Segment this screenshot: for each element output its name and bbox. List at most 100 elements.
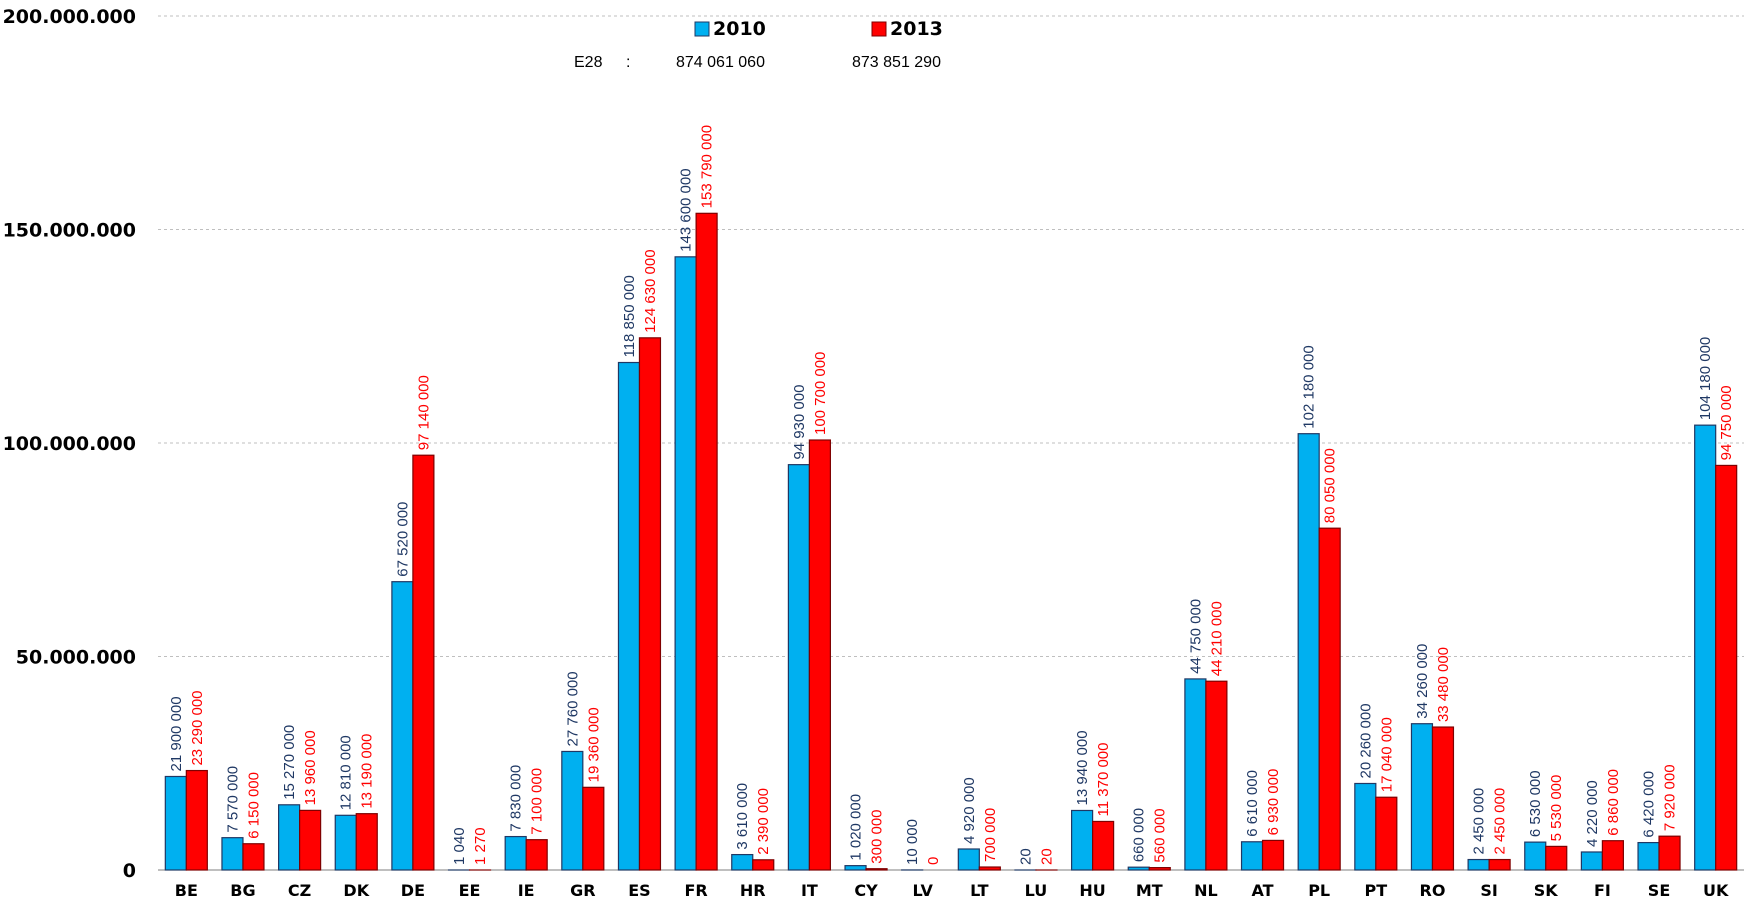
x-tick-label: NL	[1194, 881, 1218, 900]
data-label-2013-FR: 153 790 000	[699, 125, 716, 208]
bar-2010-NL	[1184, 678, 1207, 871]
y-tick-label: 0	[123, 860, 136, 882]
data-label-2013-DE: 97 140 000	[415, 375, 432, 450]
x-tick-label: PL	[1308, 881, 1330, 900]
data-label-2010-CZ: 15 270 000	[281, 725, 298, 800]
legend-swatch-2010	[694, 21, 710, 37]
y-tick-label: 200.000.000	[3, 6, 136, 28]
bar-2010-SK	[1524, 841, 1547, 871]
bar-2010-ES	[617, 361, 641, 871]
bar-2013-HR	[752, 859, 775, 871]
x-tick-label: LT	[970, 881, 989, 900]
bar-2010-HU	[1071, 809, 1094, 871]
data-label-2013-GR: 19 360 000	[585, 707, 602, 782]
bar-2013-SI	[1488, 858, 1511, 871]
x-tick-label: DE	[401, 881, 425, 900]
data-label-2013-HR: 2 390 000	[755, 788, 772, 855]
data-label-2013-FI: 6 860 000	[1605, 769, 1622, 836]
x-axis-ticks: BE BG CZ DK DE EE IE GR ES FR HR IT CY LV LT LU HU MT NL AT…	[175, 881, 1729, 900]
bar-2010-FR	[674, 256, 697, 871]
bar-2010-IT	[787, 464, 810, 871]
bar-2010-HR	[731, 853, 754, 871]
x-tick-label: BE	[175, 881, 198, 900]
bar-2013-IE	[525, 839, 548, 871]
bar-2010-CZ	[278, 804, 301, 871]
data-label-2013-ES: 124 630 000	[642, 249, 659, 332]
data-label-2010-DE: 67 520 000	[394, 502, 411, 577]
bar-2010-BE	[164, 775, 187, 871]
data-label-2010-MT: 660 000	[1131, 808, 1148, 862]
data-label-2010-BG: 7 570 000	[224, 766, 241, 833]
data-label-2013-CZ: 13 960 000	[302, 730, 319, 805]
bar-2010-LT	[957, 848, 980, 871]
x-tick-label: FI	[1594, 881, 1611, 900]
bar-2010-PL	[1297, 433, 1320, 871]
x-tick-label: EE	[459, 881, 481, 900]
data-label-2013-AT: 6 930 000	[1265, 769, 1282, 836]
x-tick-label: IT	[801, 881, 818, 900]
data-label-2013-DK: 13 190 000	[359, 734, 376, 809]
bar-2013-DE	[412, 454, 435, 871]
data-label-2013-SE: 7 920 000	[1662, 764, 1679, 831]
x-tick-label: MT	[1136, 881, 1163, 900]
totals-value-2010: 874 061 060	[676, 54, 765, 71]
x-tick-label: DK	[343, 881, 369, 900]
bar-2013-ES	[638, 337, 662, 871]
data-label-2013-RO: 33 480 000	[1435, 647, 1452, 722]
x-tick-label: SE	[1648, 881, 1670, 900]
bar-2013-IT	[808, 439, 831, 871]
data-label-2010-HU: 13 940 000	[1074, 730, 1091, 805]
data-label-2013-UK: 94 750 000	[1718, 385, 1735, 460]
data-label-2013-IT: 100 700 000	[812, 352, 829, 435]
data-label-2013-BE: 23 290 000	[189, 690, 206, 765]
bar-2013-MT	[1148, 867, 1171, 871]
bar-2013-NL	[1205, 680, 1228, 871]
totals-row: E28 : 874 061 060 873 851 290	[574, 54, 941, 71]
y-tick-label: 100.000.000	[3, 433, 136, 455]
totals-value-2013: 873 851 290	[852, 54, 941, 71]
data-label-2010-HR: 3 610 000	[734, 783, 751, 850]
bar-2010-UK	[1694, 424, 1717, 871]
data-label-2010-NL: 44 750 000	[1187, 599, 1204, 674]
data-label-2010-PT: 20 260 000	[1357, 703, 1374, 778]
data-label-2013-SI: 2 450 000	[1492, 788, 1509, 855]
data-labels: 21 900 000 23 290 000 7 570 000 6 150 000 15…	[168, 125, 1735, 865]
legend-label-2013: 2013	[890, 18, 943, 40]
data-label-2010-PL: 102 180 000	[1301, 345, 1318, 428]
data-label-2013-LU: 20	[1038, 848, 1055, 865]
data-label-2013-PT: 17 040 000	[1378, 717, 1395, 792]
x-tick-label: UK	[1703, 881, 1729, 900]
data-label-2013-LV: 0	[925, 857, 942, 865]
bar-2010-MT	[1127, 866, 1150, 871]
bar-2013-SK	[1545, 845, 1568, 871]
bar-2013-UK	[1715, 464, 1738, 871]
bar-2013-LT	[978, 866, 1001, 871]
data-label-2010-ES: 118 850 000	[621, 275, 638, 357]
bars	[164, 212, 1738, 871]
data-label-2010-RO: 34 260 000	[1414, 644, 1431, 719]
x-tick-label: CZ	[288, 881, 311, 900]
bar-2013-DK	[355, 813, 378, 871]
data-label-2010-IE: 7 830 000	[508, 765, 525, 832]
data-label-2010-FR: 143 600 000	[678, 168, 695, 251]
x-tick-label: BG	[230, 881, 255, 900]
data-label-2010-LU: 20	[1017, 848, 1034, 865]
bar-2013-GR	[582, 786, 605, 871]
y-tick-label: 150.000.000	[3, 220, 136, 242]
data-label-2010-SK: 6 530 000	[1527, 770, 1544, 837]
x-tick-label: SK	[1534, 881, 1559, 900]
bar-2010-CY	[844, 865, 867, 871]
bar-2010-BG	[221, 837, 244, 871]
bar-2013-BE	[185, 769, 208, 871]
y-axis-ticks: 0 50.000.000 100.000.000 150.000.000 200.000…	[3, 6, 136, 882]
bar-2013-CY	[865, 868, 888, 871]
data-label-2010-FI: 4 220 000	[1584, 780, 1601, 847]
bar-2010-SI	[1467, 858, 1490, 871]
data-label-2013-NL: 44 210 000	[1208, 601, 1225, 676]
bar-2013-CZ	[299, 809, 322, 871]
bar-2010-GR	[561, 750, 584, 871]
bar-2013-RO	[1431, 726, 1455, 871]
data-label-2010-LT: 4 920 000	[961, 777, 978, 844]
